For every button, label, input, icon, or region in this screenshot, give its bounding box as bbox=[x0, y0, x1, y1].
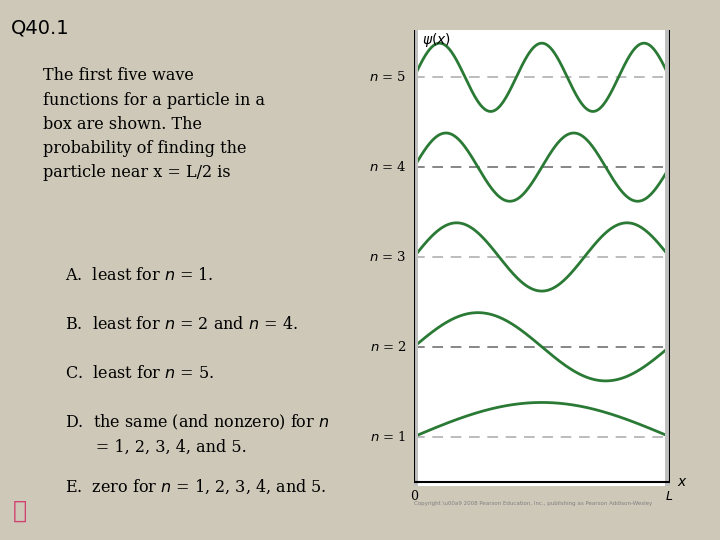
Bar bbox=[410, 0, 418, 486]
Text: $n$ = 1: $n$ = 1 bbox=[370, 430, 407, 443]
Text: $n$ = 2: $n$ = 2 bbox=[370, 340, 407, 354]
Text: The first five wave
functions for a particle in a
box are shown. The
probability: The first five wave functions for a part… bbox=[43, 68, 265, 181]
Text: $x$: $x$ bbox=[678, 475, 688, 489]
Text: $n$ = 3: $n$ = 3 bbox=[369, 250, 407, 264]
Text: A.  least for $n$ = 1.: A. least for $n$ = 1. bbox=[65, 267, 213, 284]
Text: D.  the same (and nonzero) for $n$
      = 1, 2, 3, 4, and 5.: D. the same (and nonzero) for $n$ = 1, 2… bbox=[65, 413, 329, 456]
Text: Q40.1: Q40.1 bbox=[11, 19, 69, 38]
Text: ⓘ: ⓘ bbox=[13, 499, 27, 523]
Text: C.  least for $n$ = 5.: C. least for $n$ = 5. bbox=[65, 364, 214, 381]
Text: $n$ = 5: $n$ = 5 bbox=[369, 70, 407, 84]
Text: E.  zero for $n$ = 1, 2, 3, 4, and 5.: E. zero for $n$ = 1, 2, 3, 4, and 5. bbox=[65, 478, 326, 496]
Text: $L$: $L$ bbox=[665, 490, 674, 503]
Text: $n$ = 4: $n$ = 4 bbox=[369, 160, 407, 174]
Text: B.  least for $n$ = 2 and $n$ = 4.: B. least for $n$ = 2 and $n$ = 4. bbox=[65, 316, 297, 333]
Text: Copyright \u00a9 2008 Pearson Education, Inc., publishing as Pearson Addison-Wes: Copyright \u00a9 2008 Pearson Education,… bbox=[414, 501, 652, 507]
Text: 0: 0 bbox=[410, 490, 418, 503]
Text: $\psi(x)$: $\psi(x)$ bbox=[422, 31, 451, 50]
Bar bbox=[665, 0, 674, 486]
